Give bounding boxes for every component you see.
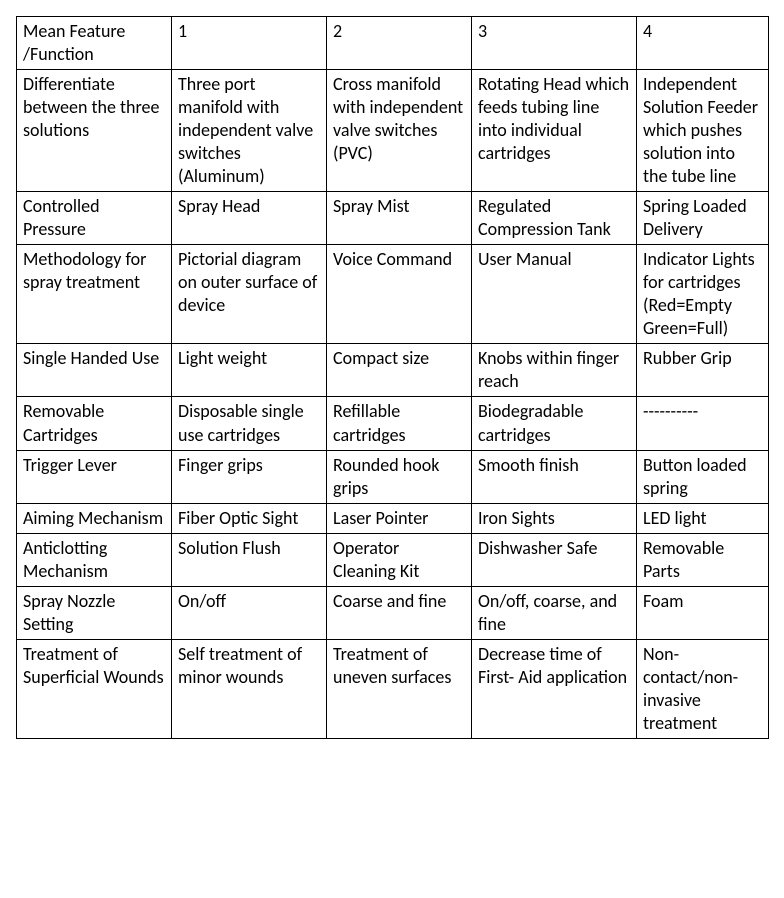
header-cell: 2 — [327, 17, 472, 70]
row-label: Differentiate between the three solution… — [17, 70, 172, 192]
cell: Smooth finish — [472, 450, 637, 503]
row-label: Single Handed Use — [17, 344, 172, 397]
cell: ---------- — [637, 397, 769, 450]
cell: Foam — [637, 586, 769, 639]
cell: Regulated Compression Tank — [472, 192, 637, 245]
cell: Iron Sights — [472, 503, 637, 533]
cell: Dishwasher Safe — [472, 533, 637, 586]
row-label: Controlled Pressure — [17, 192, 172, 245]
cell: Removable Parts — [637, 533, 769, 586]
table-row: Aiming Mechanism Fiber Optic Sight Laser… — [17, 503, 769, 533]
table-row: Methodology for spray treatment Pictoria… — [17, 245, 769, 344]
table-header-row: Mean Feature /Function 1 2 3 4 — [17, 17, 769, 70]
cell: Light weight — [172, 344, 327, 397]
cell: Rotating Head which feeds tubing line in… — [472, 70, 637, 192]
cell: Refillable cartridges — [327, 397, 472, 450]
cell: Decrease time of First- Aid application — [472, 639, 637, 738]
cell: Button loaded spring — [637, 450, 769, 503]
row-label: Anticlotting Mechanism — [17, 533, 172, 586]
table-row: Spray Nozzle Setting On/off Coarse and f… — [17, 586, 769, 639]
table-row: Differentiate between the three solution… — [17, 70, 769, 192]
cell: Pictorial diagram on outer surface of de… — [172, 245, 327, 344]
row-label: Spray Nozzle Setting — [17, 586, 172, 639]
header-cell: 1 — [172, 17, 327, 70]
table-row: Trigger Lever Finger grips Rounded hook … — [17, 450, 769, 503]
cell: Fiber Optic Sight — [172, 503, 327, 533]
row-label: Removable Cartridges — [17, 397, 172, 450]
cell: Cross manifold with independent valve sw… — [327, 70, 472, 192]
cell: Biodegradable cartridges — [472, 397, 637, 450]
table-row: Treatment of Superficial Wounds Self tre… — [17, 639, 769, 738]
row-label: Methodology for spray treatment — [17, 245, 172, 344]
cell: Knobs within finger reach — [472, 344, 637, 397]
cell: Indicator Lights for cartridges (Red=Emp… — [637, 245, 769, 344]
cell: Spray Head — [172, 192, 327, 245]
table-body: Mean Feature /Function 1 2 3 4 Different… — [17, 17, 769, 739]
cell: Disposable single use cartridges — [172, 397, 327, 450]
cell: Non-contact/non-invasive treatment — [637, 639, 769, 738]
cell: LED light — [637, 503, 769, 533]
row-label: Treatment of Superficial Wounds — [17, 639, 172, 738]
cell: Rubber Grip — [637, 344, 769, 397]
header-cell: 4 — [637, 17, 769, 70]
table-row: Single Handed Use Light weight Compact s… — [17, 344, 769, 397]
cell: Finger grips — [172, 450, 327, 503]
cell: Solution Flush — [172, 533, 327, 586]
cell: Voice Command — [327, 245, 472, 344]
cell: Rounded hook grips — [327, 450, 472, 503]
cell: Three port manifold with independent val… — [172, 70, 327, 192]
feature-function-table: Mean Feature /Function 1 2 3 4 Different… — [16, 16, 769, 739]
cell: User Manual — [472, 245, 637, 344]
cell: Spring Loaded Delivery — [637, 192, 769, 245]
row-label: Aiming Mechanism — [17, 503, 172, 533]
row-label: Trigger Lever — [17, 450, 172, 503]
table-row: Anticlotting Mechanism Solution Flush Op… — [17, 533, 769, 586]
cell: Compact size — [327, 344, 472, 397]
cell: Operator Cleaning Kit — [327, 533, 472, 586]
cell: Treatment of uneven surfaces — [327, 639, 472, 738]
cell: On/off, coarse, and fine — [472, 586, 637, 639]
cell: On/off — [172, 586, 327, 639]
table-row: Removable Cartridges Disposable single u… — [17, 397, 769, 450]
cell: Independent Solution Feeder which pushes… — [637, 70, 769, 192]
cell: Spray Mist — [327, 192, 472, 245]
table-row: Controlled Pressure Spray Head Spray Mis… — [17, 192, 769, 245]
cell: Laser Pointer — [327, 503, 472, 533]
cell: Coarse and fine — [327, 586, 472, 639]
cell: Self treatment of minor wounds — [172, 639, 327, 738]
header-cell: 3 — [472, 17, 637, 70]
header-cell: Mean Feature /Function — [17, 17, 172, 70]
